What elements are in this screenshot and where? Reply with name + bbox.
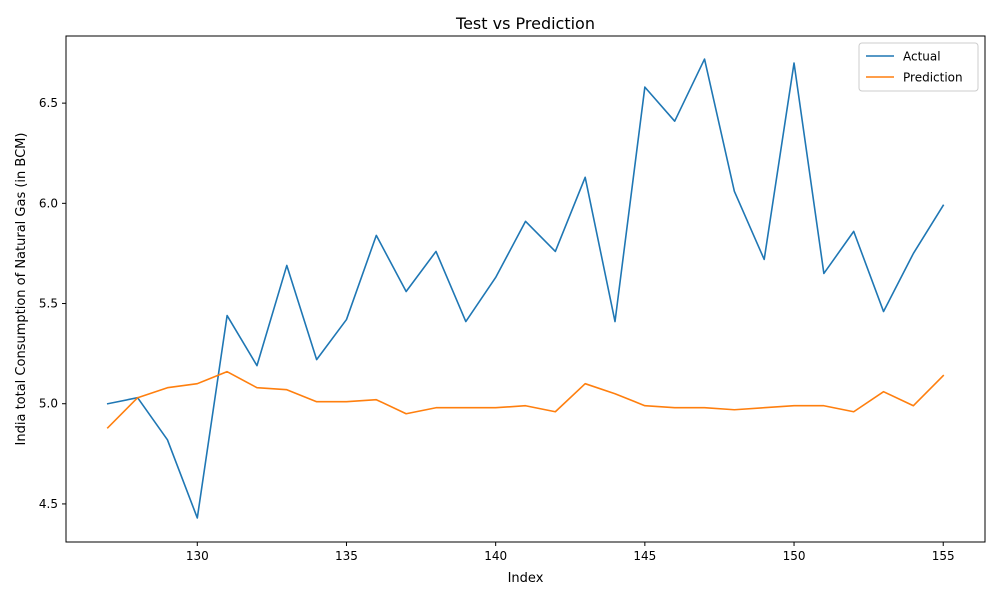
x-axis-ticks: 130 135 140 145 150 155: [186, 542, 955, 563]
y-tick-label: 5.5: [39, 297, 58, 311]
chart-title: Test vs Prediction: [455, 14, 595, 33]
x-tick-label: 155: [932, 549, 955, 563]
x-tick-label: 150: [783, 549, 806, 563]
x-tick-label: 130: [186, 549, 209, 563]
series-line-prediction: [106, 370, 945, 429]
x-tick-label: 140: [484, 549, 507, 563]
y-tick-label: 6.5: [39, 96, 58, 110]
legend-box: [858, 42, 979, 92]
plot-frame: [65, 35, 986, 543]
x-tick-label: 135: [335, 549, 358, 563]
y-axis-label: India total Consumption of Natural Gas (…: [14, 133, 29, 446]
y-tick-label: 6.0: [39, 196, 58, 210]
legend-label-actual: Actual: [903, 50, 941, 64]
series-layer: [106, 58, 945, 519]
y-tick-label: 5.0: [39, 397, 58, 411]
legend-label-prediction: Prediction: [903, 71, 963, 85]
x-axis-label: Index: [508, 571, 544, 586]
legend: Actual Prediction: [858, 42, 979, 92]
series-line-actual: [106, 58, 945, 519]
y-tick-label: 4.5: [39, 497, 58, 511]
x-tick-label: 145: [633, 549, 656, 563]
y-axis-ticks: 4.5 5.0 5.5 6.0 6.5: [39, 96, 66, 511]
